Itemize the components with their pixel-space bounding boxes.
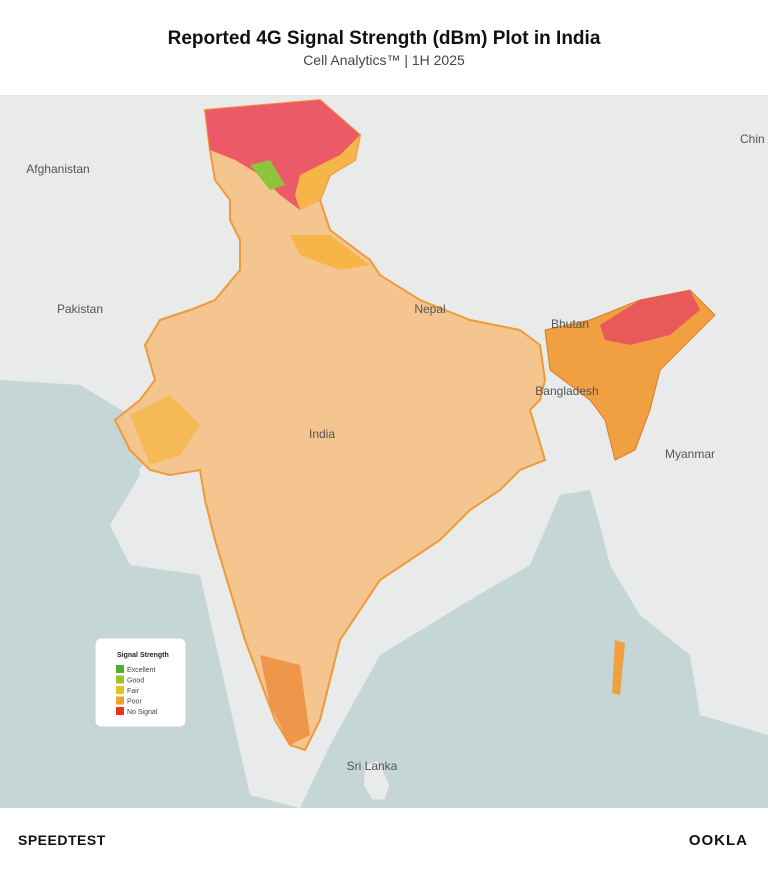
northeast-no-signal	[600, 290, 700, 345]
north-poor	[290, 235, 370, 270]
legend-swatch	[116, 707, 124, 715]
map: Afghanistan Pakistan Nepal Bhutan Bangladesh…	[0, 95, 768, 808]
country-label: Afghanistan	[26, 162, 89, 176]
country-label: Sri Lanka	[347, 759, 398, 773]
ookla-logo: OOKLA	[688, 832, 748, 849]
legend-swatch	[116, 686, 124, 694]
country-label: Myanmar	[665, 447, 715, 461]
legend-swatch	[116, 665, 124, 673]
subtitle: Cell Analytics™ | 1H 2025	[303, 52, 465, 68]
ladakh-poor	[295, 135, 360, 210]
legend: Signal Strength Excellent Good Fair Poor No S…	[94, 637, 187, 728]
legend-label: Excellent	[127, 667, 155, 674]
legend-swatch	[116, 675, 124, 684]
gujarat-poor	[130, 395, 200, 465]
legend-box	[94, 637, 187, 728]
legend-label: Good	[127, 678, 144, 685]
sri-lanka	[362, 759, 391, 801]
title: Reported 4G Signal Strength (dBm) Plot i…	[167, 28, 601, 49]
kashmir-good	[250, 160, 285, 190]
bay-of-bengal	[300, 490, 768, 808]
legend-label: Poor	[127, 699, 142, 706]
legend-title: Signal Strength	[117, 652, 169, 659]
legend-label: Fair	[127, 688, 140, 695]
south-poor	[260, 655, 310, 745]
country-label: Bhutan	[551, 317, 589, 331]
islands	[612, 640, 625, 695]
legend-label: No Signal	[127, 709, 158, 716]
india	[113, 98, 547, 752]
country-label: Chin	[740, 132, 765, 146]
legend-swatch	[116, 696, 124, 705]
speedtest-logo: SPEEDTEST	[18, 832, 106, 848]
country-label: Nepal	[414, 302, 445, 316]
sea	[0, 380, 140, 525]
country-label: India	[309, 427, 335, 441]
country-label: Pakistan	[57, 302, 103, 316]
country-label: Bangladesh	[535, 384, 598, 398]
